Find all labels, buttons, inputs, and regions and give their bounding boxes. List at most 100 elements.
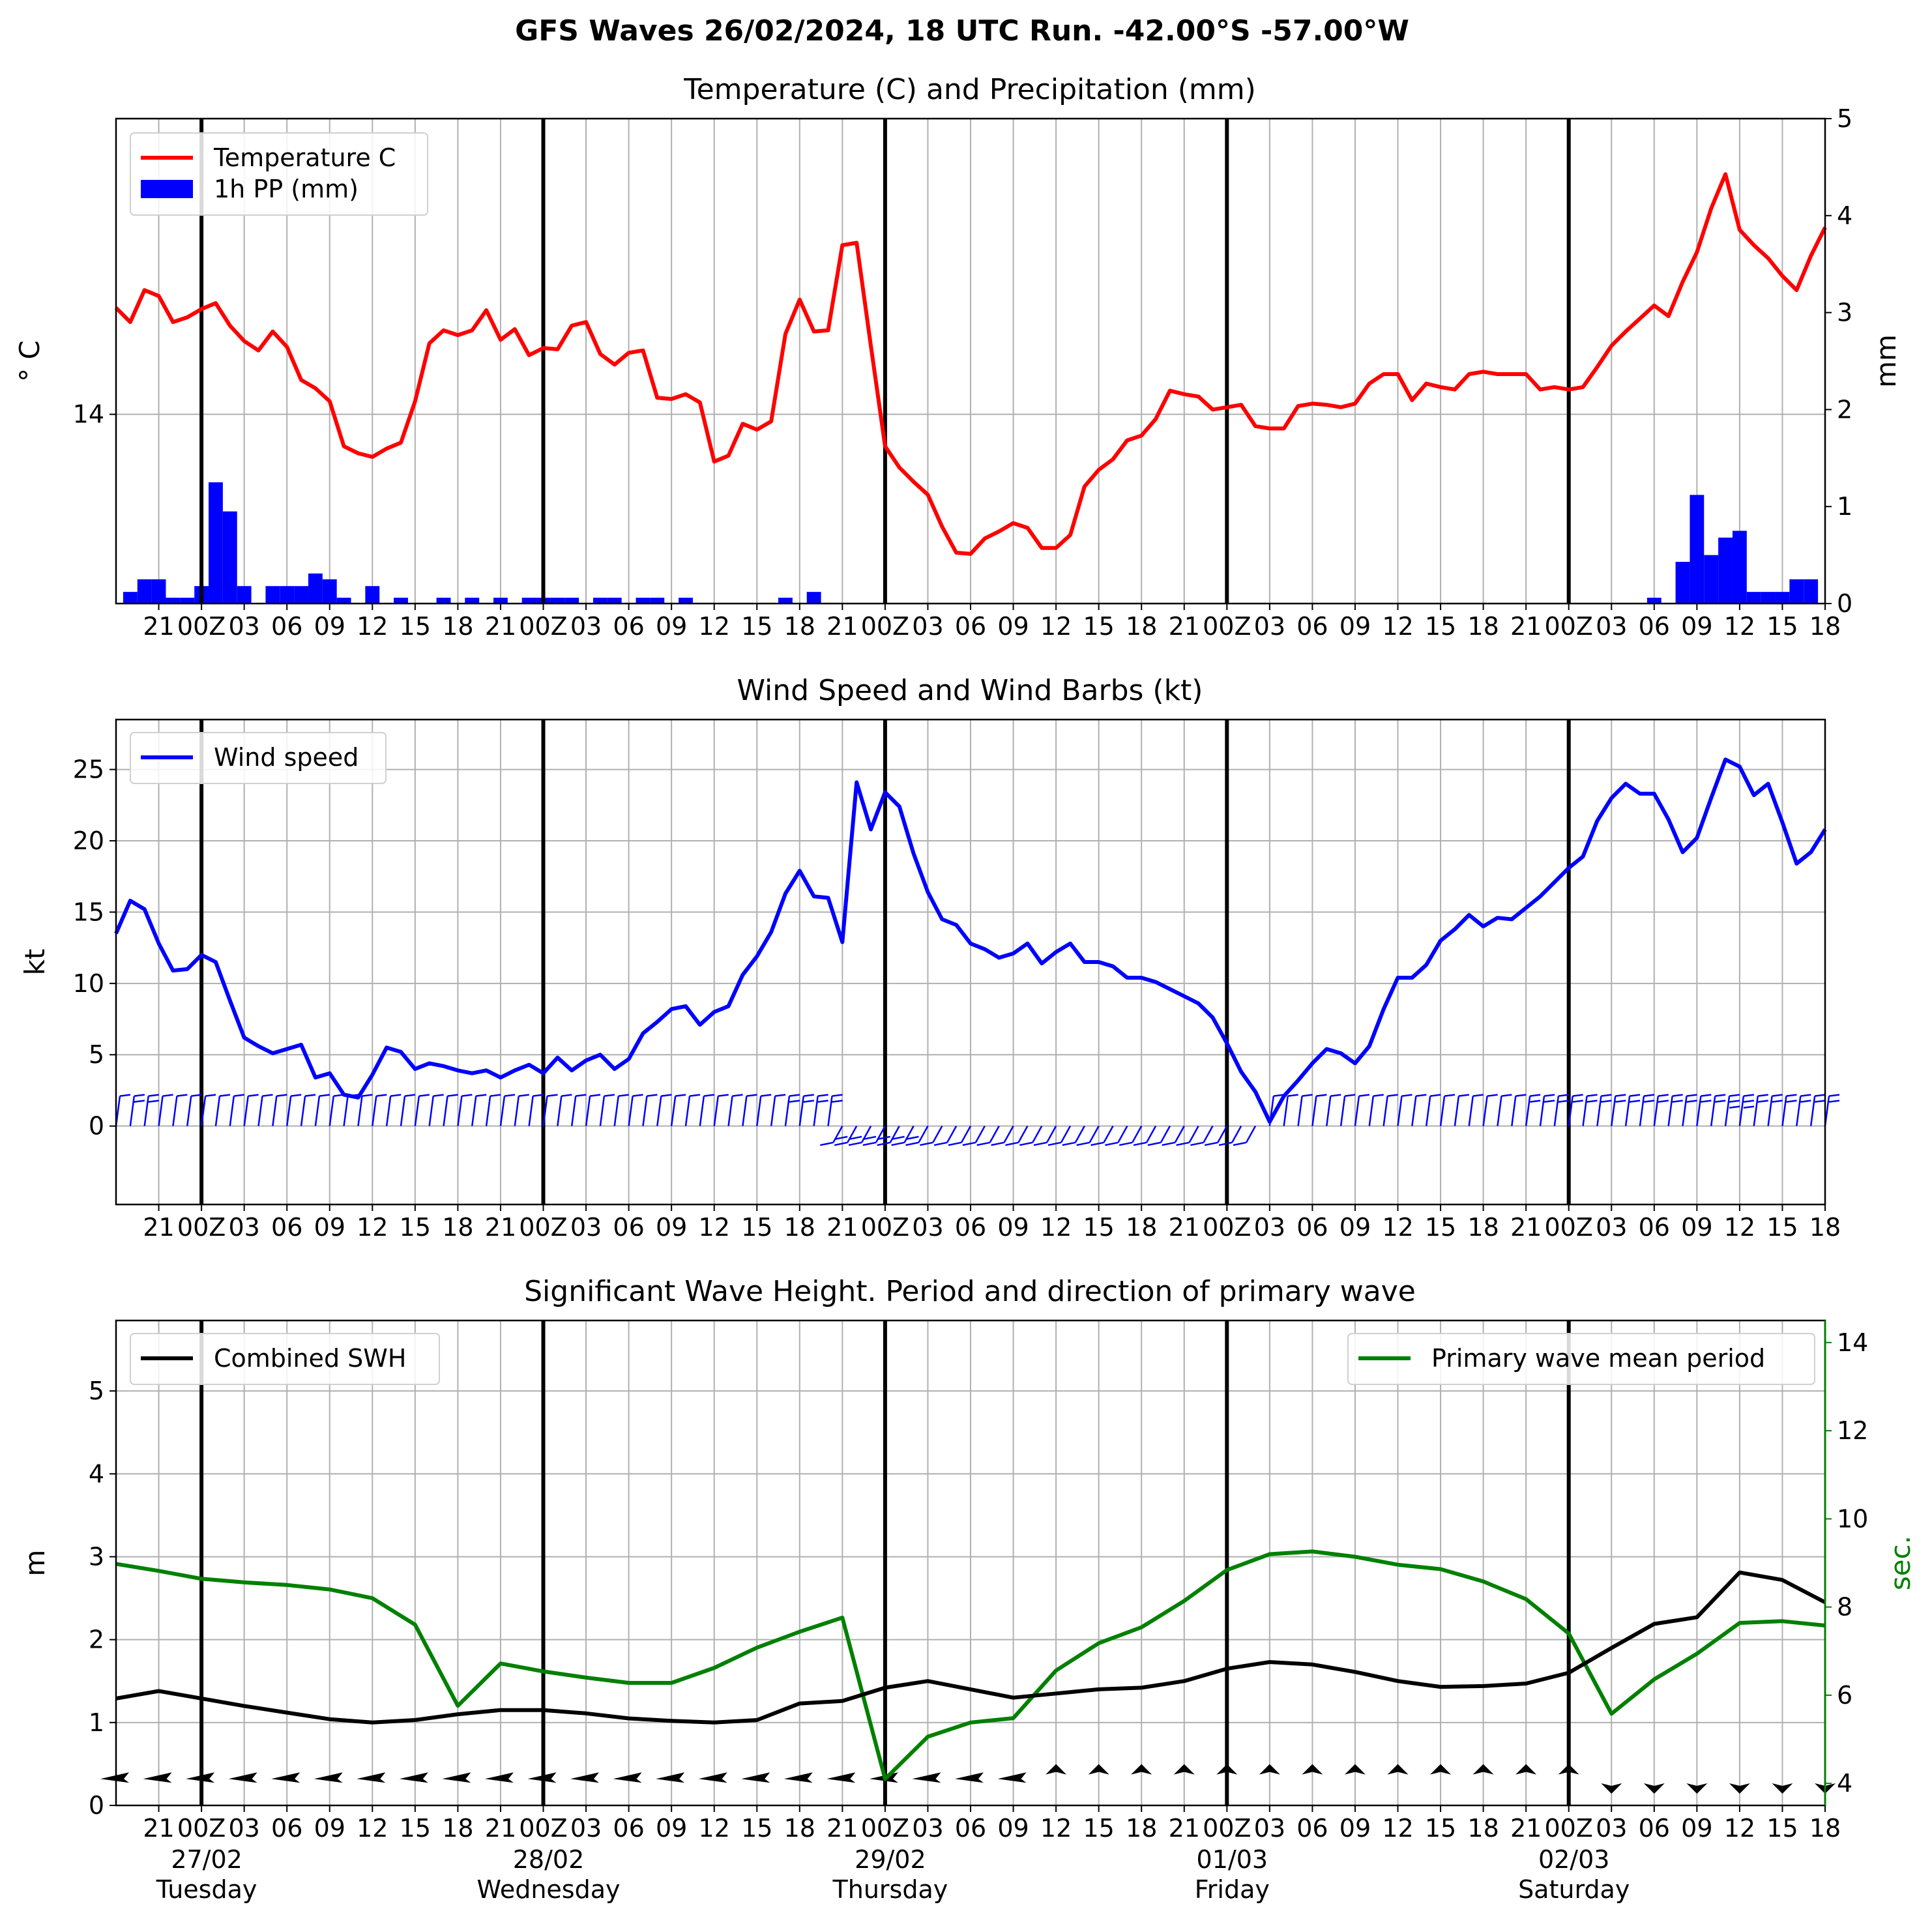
wind-barb-feather bbox=[774, 1094, 786, 1097]
wind-barb bbox=[1796, 1096, 1802, 1126]
wind-barb-feather bbox=[834, 1135, 848, 1141]
x-tick-label: 00Z bbox=[861, 1814, 909, 1843]
x-tick-label: 03 bbox=[228, 1213, 259, 1242]
wind-barb-feather bbox=[1558, 1094, 1570, 1097]
wind-barb bbox=[1611, 1096, 1617, 1126]
wind-barb-feather bbox=[877, 1141, 890, 1146]
wind-barb-feather bbox=[248, 1094, 259, 1097]
wind-barb-feather bbox=[803, 1094, 814, 1097]
day-weekday-label: Tuesday bbox=[156, 1875, 257, 1904]
wind-barb-feather bbox=[761, 1094, 772, 1097]
wind-barb-feather bbox=[1529, 1100, 1541, 1103]
x-tick-label: 18 bbox=[442, 612, 473, 641]
x-tick-label: 03 bbox=[1596, 1213, 1627, 1242]
x-tick-label: 06 bbox=[1296, 612, 1328, 641]
x-tick-label: 03 bbox=[912, 1814, 943, 1843]
x-tick-label: 06 bbox=[1296, 1814, 1328, 1843]
wind-barb-feather bbox=[1715, 1100, 1726, 1103]
wind-barb bbox=[1145, 1126, 1157, 1143]
wind-barb bbox=[628, 1096, 634, 1126]
wave-direction-arrow bbox=[1558, 1764, 1579, 1775]
wind-barb-feather bbox=[589, 1094, 601, 1097]
wind-barb-feather bbox=[177, 1094, 188, 1097]
wind-barb bbox=[528, 1096, 534, 1126]
precip-bar bbox=[493, 598, 508, 604]
y-axis-label: ° C bbox=[14, 340, 46, 382]
y-tick-label: 10 bbox=[73, 969, 104, 998]
y-tick-label: 0 bbox=[89, 1791, 104, 1820]
wind-barb-feather bbox=[1005, 1141, 1019, 1146]
x-tick-label: 12 bbox=[1382, 612, 1413, 641]
wind-barb-feather bbox=[976, 1141, 990, 1146]
x-tick-label: 12 bbox=[1724, 1814, 1755, 1843]
precip-bar bbox=[636, 598, 651, 604]
wind-barb bbox=[485, 1096, 491, 1126]
wind-barb bbox=[1132, 1126, 1143, 1143]
wind-barb-feather bbox=[675, 1094, 686, 1097]
wave-direction-arrow bbox=[1772, 1783, 1793, 1794]
wind-barb-feather bbox=[276, 1094, 287, 1097]
wind-barb-feather bbox=[789, 1100, 800, 1103]
legend-box bbox=[130, 1333, 440, 1385]
wind-barb bbox=[1781, 1096, 1787, 1126]
wind-barb-feather bbox=[905, 1135, 919, 1141]
wind-barb bbox=[229, 1096, 235, 1126]
wave-direction-arrow bbox=[955, 1772, 984, 1783]
x-tick-label: 12 bbox=[699, 1814, 730, 1843]
wind-barb-feather bbox=[1076, 1141, 1090, 1146]
wave-direction-arrow bbox=[1344, 1764, 1366, 1775]
precip-bar bbox=[265, 586, 280, 604]
x-tick-label: 21 bbox=[485, 612, 516, 641]
y2-tick-label: 4 bbox=[1837, 201, 1852, 230]
wind-barb bbox=[932, 1126, 943, 1143]
x-tick-label: 06 bbox=[1296, 1213, 1328, 1242]
day-weekday-label: Saturday bbox=[1518, 1875, 1630, 1904]
wind-barb-feather bbox=[1190, 1141, 1204, 1146]
x-tick-label: 21 bbox=[1510, 1213, 1542, 1242]
precip-bar bbox=[222, 511, 237, 604]
y-axis-label: kt bbox=[19, 949, 51, 976]
y2-tick-label: 14 bbox=[1837, 1328, 1868, 1357]
wave-direction-arrow bbox=[1259, 1764, 1280, 1775]
x-tick-label: 21 bbox=[1510, 612, 1542, 641]
precip-bar bbox=[465, 598, 480, 604]
wave-direction-arrow bbox=[1686, 1783, 1708, 1794]
wind-barb bbox=[1511, 1096, 1517, 1126]
wind-barb-feather bbox=[362, 1094, 373, 1097]
x-tick-label: 15 bbox=[741, 1814, 772, 1843]
x-tick-label: 21 bbox=[485, 1213, 516, 1242]
wave-direction-arrow bbox=[314, 1772, 343, 1783]
x-tick-label: 15 bbox=[1083, 1814, 1114, 1843]
x-tick-label: 00Z bbox=[519, 1814, 567, 1843]
wind-barb-feather bbox=[1033, 1141, 1047, 1146]
x-tick-label: 21 bbox=[827, 1814, 858, 1843]
wind-barb-feather bbox=[1330, 1094, 1341, 1097]
wind-barb-feather bbox=[1572, 1094, 1583, 1097]
wind-barb bbox=[974, 1126, 986, 1143]
wind-barb bbox=[1809, 1096, 1816, 1126]
x-tick-label: 06 bbox=[271, 1814, 302, 1843]
x-tick-label: 12 bbox=[1724, 1213, 1755, 1242]
x-tick-label: 03 bbox=[1596, 1814, 1627, 1843]
wind-barb-feather bbox=[933, 1141, 948, 1146]
wind-barb bbox=[542, 1096, 548, 1126]
x-tick-label: 15 bbox=[1425, 1213, 1456, 1242]
wind-barb bbox=[1203, 1126, 1214, 1143]
wind-barb-feather bbox=[1302, 1094, 1313, 1097]
wind-barb-feather bbox=[832, 1100, 843, 1103]
y2-tick-label: 6 bbox=[1837, 1681, 1852, 1710]
precip-bar bbox=[394, 598, 408, 604]
x-tick-label: 06 bbox=[955, 1814, 986, 1843]
precip-bar bbox=[365, 586, 380, 604]
y2-tick-label: 12 bbox=[1837, 1416, 1868, 1445]
precip-bar bbox=[1746, 592, 1761, 604]
x-tick-label: 18 bbox=[1467, 1213, 1499, 1242]
wind-barb-feather bbox=[433, 1094, 444, 1097]
wind-barb-feather bbox=[1658, 1100, 1669, 1103]
wind-speed-line bbox=[114, 757, 1827, 1124]
wind-barb bbox=[1017, 1126, 1029, 1143]
x-tick-label: 09 bbox=[314, 612, 345, 641]
wind-barb-feather bbox=[561, 1094, 572, 1097]
wind-barb-feather bbox=[1729, 1094, 1740, 1097]
precip-bar bbox=[650, 598, 665, 604]
